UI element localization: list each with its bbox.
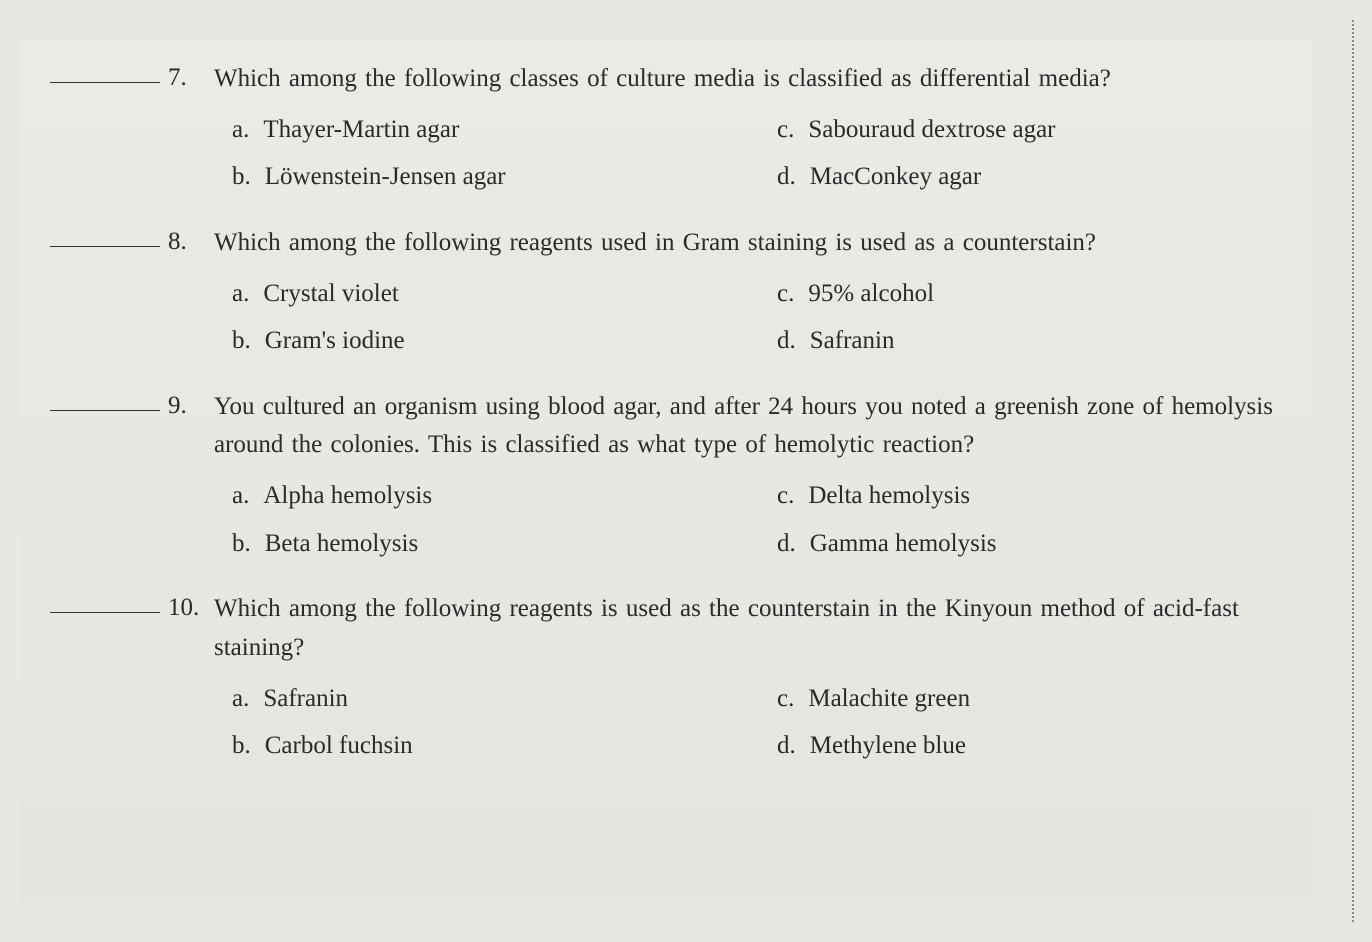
option-b: b. Gram's iodine	[232, 322, 737, 360]
answer-blank	[50, 82, 160, 83]
question-text: You cultured an organism using blood aga…	[214, 388, 1282, 466]
option-text: MacConkey agar	[810, 158, 981, 196]
option-letter: b.	[232, 727, 251, 765]
question-text: Which among the following classes of cul…	[214, 60, 1282, 99]
answer-blank	[50, 246, 160, 247]
question-body: Which among the following reagents used …	[214, 224, 1282, 360]
option-text: Safranin	[263, 680, 348, 718]
option-text: Carbol fuchsin	[265, 727, 413, 765]
option-text: Delta hemolysis	[808, 477, 970, 515]
question-item: 10. Which among the following reagents i…	[50, 590, 1282, 765]
option-d: d. Gamma hemolysis	[777, 525, 1282, 563]
question-text: Which among the following reagents used …	[214, 224, 1282, 263]
options-grid: a. Thayer-Martin agar c. Sabouraud dextros…	[232, 111, 1282, 196]
option-c: c. 95% alcohol	[777, 275, 1282, 313]
option-d: d. Methylene blue	[777, 727, 1282, 765]
document-page: 7. Which among the following classes of …	[20, 40, 1312, 902]
option-letter: d.	[777, 158, 796, 196]
option-d: d. MacConkey agar	[777, 158, 1282, 196]
option-letter: d.	[777, 727, 796, 765]
option-letter: a.	[232, 680, 249, 718]
answer-blank	[50, 612, 160, 613]
option-letter: c.	[777, 477, 794, 515]
option-text: Crystal violet	[263, 275, 398, 313]
options-grid: a. Alpha hemolysis c. Delta hemolysis b. Be…	[232, 477, 1282, 562]
question-text: Which among the following reagents is us…	[214, 590, 1282, 668]
question-body: You cultured an organism using blood aga…	[214, 388, 1282, 563]
option-text: Alpha hemolysis	[263, 477, 432, 515]
option-text: Beta hemolysis	[265, 525, 418, 563]
option-a: a. Thayer-Martin agar	[232, 111, 737, 149]
option-b: b. Beta hemolysis	[232, 525, 737, 563]
option-d: d. Safranin	[777, 322, 1282, 360]
answer-blank	[50, 410, 160, 411]
question-body: Which among the following classes of cul…	[214, 60, 1282, 196]
options-grid: a. Safranin c. Malachite green b. Carbol fu…	[232, 680, 1282, 765]
option-text: Safranin	[810, 322, 895, 360]
option-letter: a.	[232, 111, 249, 149]
option-b: b. Löwenstein-Jensen agar	[232, 158, 737, 196]
question-item: 7. Which among the following classes of …	[50, 60, 1282, 196]
option-text: Gamma hemolysis	[810, 525, 997, 563]
option-c: c. Delta hemolysis	[777, 477, 1282, 515]
option-text: 95% alcohol	[808, 275, 934, 313]
option-letter: a.	[232, 275, 249, 313]
question-item: 8. Which among the following reagents us…	[50, 224, 1282, 360]
option-c: c. Sabouraud dextrose agar	[777, 111, 1282, 149]
option-letter: a.	[232, 477, 249, 515]
option-a: a. Alpha hemolysis	[232, 477, 737, 515]
question-body: Which among the following reagents is us…	[214, 590, 1282, 765]
question-number: 7.	[168, 64, 200, 92]
option-letter: c.	[777, 275, 794, 313]
option-letter: c.	[777, 111, 794, 149]
question-number: 9.	[168, 392, 200, 420]
option-b: b. Carbol fuchsin	[232, 727, 737, 765]
option-letter: d.	[777, 525, 796, 563]
option-text: Thayer-Martin agar	[263, 111, 459, 149]
option-letter: d.	[777, 322, 796, 360]
option-letter: b.	[232, 158, 251, 196]
option-a: a. Crystal violet	[232, 275, 737, 313]
options-grid: a. Crystal violet c. 95% alcohol b. Gram's …	[232, 275, 1282, 360]
option-letter: c.	[777, 680, 794, 718]
option-text: Löwenstein-Jensen agar	[265, 158, 506, 196]
option-text: Methylene blue	[810, 727, 966, 765]
option-a: a. Safranin	[232, 680, 737, 718]
option-text: Sabouraud dextrose agar	[808, 111, 1055, 149]
page-perforation	[1352, 20, 1354, 922]
option-letter: b.	[232, 322, 251, 360]
option-text: Gram's iodine	[265, 322, 405, 360]
option-text: Malachite green	[808, 680, 970, 718]
option-letter: b.	[232, 525, 251, 563]
question-number: 10.	[168, 594, 200, 622]
question-item: 9. You cultured an organism using blood …	[50, 388, 1282, 563]
option-c: c. Malachite green	[777, 680, 1282, 718]
question-number: 8.	[168, 228, 200, 256]
